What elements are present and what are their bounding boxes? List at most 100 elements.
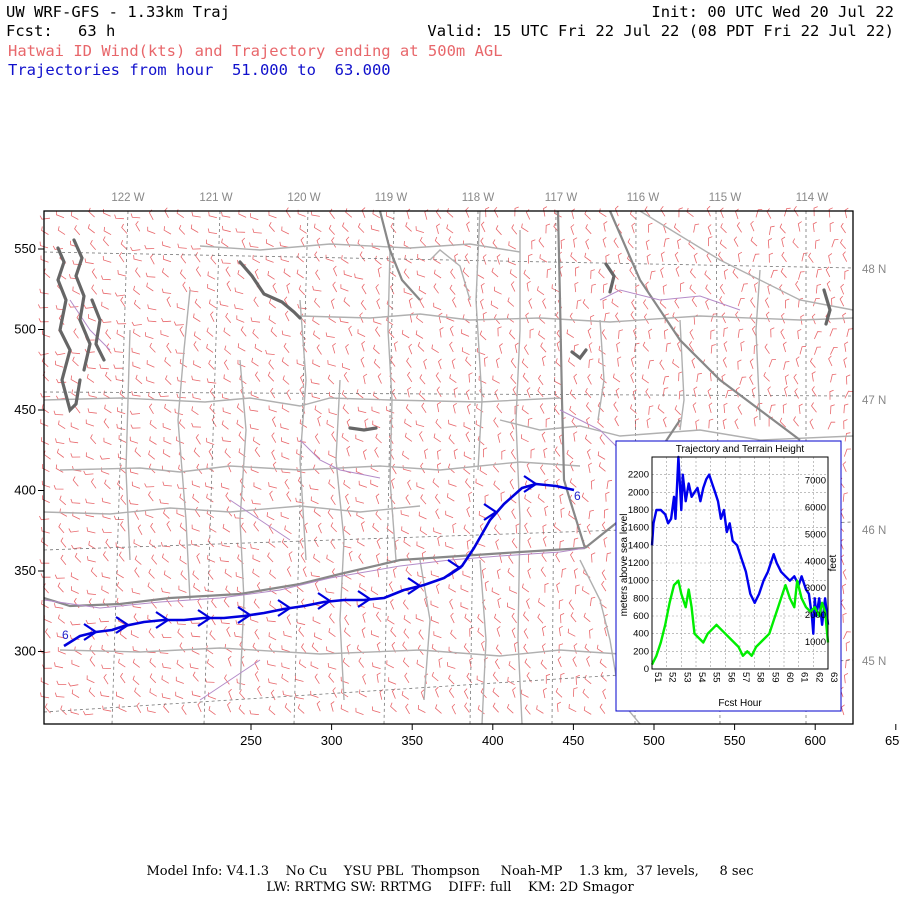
county-border: [299, 299, 307, 561]
longitude-label: 116 W: [627, 192, 660, 204]
inset-x-tick-label: 52: [667, 672, 678, 683]
parallel-line: [43, 251, 854, 269]
physics-info: LW: RRTMG SW: RRTMG DIFF: full KM: 2D Sm…: [266, 880, 634, 895]
y-tick-label: 400: [14, 483, 36, 498]
inset-x-tick-label: 55: [711, 672, 722, 683]
x-tick-label: 450: [563, 733, 585, 748]
trajectory-arrow: [447, 559, 462, 577]
county-border: [43, 505, 421, 515]
longitude-label: 117 W: [545, 192, 578, 204]
latitude-labels: 48 N 47 N 46 N 45 N: [862, 264, 886, 668]
x-tick-label: 600: [804, 733, 826, 748]
county-border: [479, 559, 487, 725]
forecast-hour: 63 h: [78, 22, 116, 40]
trajectory: [63, 475, 575, 648]
county-border: [335, 379, 345, 701]
river: [69, 299, 111, 351]
inset-x-tick-label: 56: [725, 672, 736, 683]
county-border: [125, 329, 131, 561]
inset-axes: 51 52 53 54 55 56 57 58 59 60 61 62 63 0 200 400 600 800 1…: [628, 470, 839, 683]
y-tick-label: 450: [14, 402, 36, 417]
inset-y-left-tick-label: 1600: [628, 523, 649, 534]
meridian-line: [293, 210, 309, 725]
county-border: [679, 319, 685, 431]
county-border: [597, 319, 605, 421]
terrain-height-line: [650, 579, 830, 666]
latitude-label: 47 N: [862, 395, 886, 407]
county-border: [755, 269, 761, 421]
trajectory-arrow: [357, 590, 372, 608]
county-border: [515, 230, 523, 725]
inset-x-tick-label: 59: [769, 672, 780, 683]
coastline-segment: [570, 348, 588, 361]
river: [299, 439, 381, 479]
x-tick-label: 650: [885, 733, 900, 748]
trajectory-start-label: 6: [62, 628, 69, 642]
inset-series: [650, 455, 830, 666]
inset-x-tick-label: 62: [813, 672, 824, 683]
inset-x-tick-label: 58: [755, 672, 766, 683]
inset-y-left-tick-label: 1000: [628, 576, 649, 587]
coastline: [56, 238, 832, 432]
model-title: UW WRF-GFS - 1.33km Traj: [6, 3, 230, 21]
coastline-segment: [604, 262, 616, 294]
inset-x-tick-label: 61: [799, 672, 810, 683]
river: [229, 499, 291, 541]
product-title: Hatwai ID Wind(kts) and Trajectory endin…: [8, 42, 503, 60]
inset-y-left-tick-label: 2000: [628, 487, 649, 498]
wind-barbs: [37, 205, 853, 716]
forecast-label: Fcst:: [6, 22, 53, 40]
longitude-label: 114 W: [796, 192, 829, 204]
river: [43, 547, 586, 609]
river: [199, 659, 261, 701]
longitude-label: 119 W: [375, 192, 408, 204]
trajectory-arrow: [115, 616, 130, 634]
y-tick-label: 350: [14, 563, 36, 578]
valid-time: Valid: 15 UTC Fri 22 Jul 22 (08 PDT Fri …: [427, 22, 894, 40]
inset-ylabel-left: meters above sea level: [619, 514, 630, 617]
trajectory-hours: Trajectories from hour 51.000 to 63.000: [8, 61, 391, 79]
inset-y-right-tick-label: 4000: [805, 556, 826, 567]
river: [559, 409, 621, 451]
county-border: [499, 419, 854, 441]
coastline-segment: [822, 288, 832, 326]
x-axis-ticks: 250300350400450500550600650700: [240, 724, 900, 748]
longitude-labels: 122 W 121 W 120 W 119 W 118 W 117 W 116 W 115 W…: [111, 192, 828, 204]
x-tick-label: 300: [321, 733, 343, 748]
inset-y-left-tick-label: 1200: [628, 558, 649, 569]
inset-title: Trajectory and Terrain Height: [676, 444, 805, 455]
county-border: [419, 559, 431, 701]
parallel-line: [43, 391, 854, 397]
inset-x-tick-label: 53: [681, 672, 692, 683]
trajectory-arrow: [237, 606, 252, 624]
state-border: [608, 210, 801, 441]
inset-y-left-tick-label: 0: [644, 664, 649, 675]
trajectory-arrow: [523, 475, 538, 493]
county-border: [475, 210, 483, 471]
y-axis-ticks: 550 500 450 400 350 300: [14, 241, 44, 659]
coastline-segment: [238, 260, 302, 320]
trajectory-arrow: [317, 592, 332, 610]
inset-x-tick-label: 57: [740, 672, 751, 683]
meridian-line: [551, 210, 557, 725]
state-border: [378, 210, 421, 301]
y-tick-label: 300: [14, 644, 36, 659]
coastline-segment: [72, 238, 92, 372]
inset-y-left-tick-label: 600: [633, 611, 649, 622]
trajectory-end-label: 6: [574, 489, 581, 503]
inset-plot-frame: [651, 456, 829, 670]
inset-x-tick-label: 63: [828, 672, 839, 683]
coastline-segment: [90, 298, 106, 362]
longitude-label: 115 W: [709, 192, 742, 204]
meridian-line: [203, 210, 221, 725]
inset-xlabel: Fcst Hour: [718, 698, 762, 709]
river: [599, 289, 741, 311]
x-tick-label: 500: [643, 733, 665, 748]
wind-barb-field: [37, 205, 853, 716]
trajectory-arrow: [483, 503, 498, 521]
meridian-line: [111, 210, 129, 725]
inset-ylabel-right: feet: [828, 554, 839, 571]
inset-y-left-tick-label: 1800: [628, 505, 649, 516]
inset-y-right-tick-label: 1000: [805, 637, 826, 648]
